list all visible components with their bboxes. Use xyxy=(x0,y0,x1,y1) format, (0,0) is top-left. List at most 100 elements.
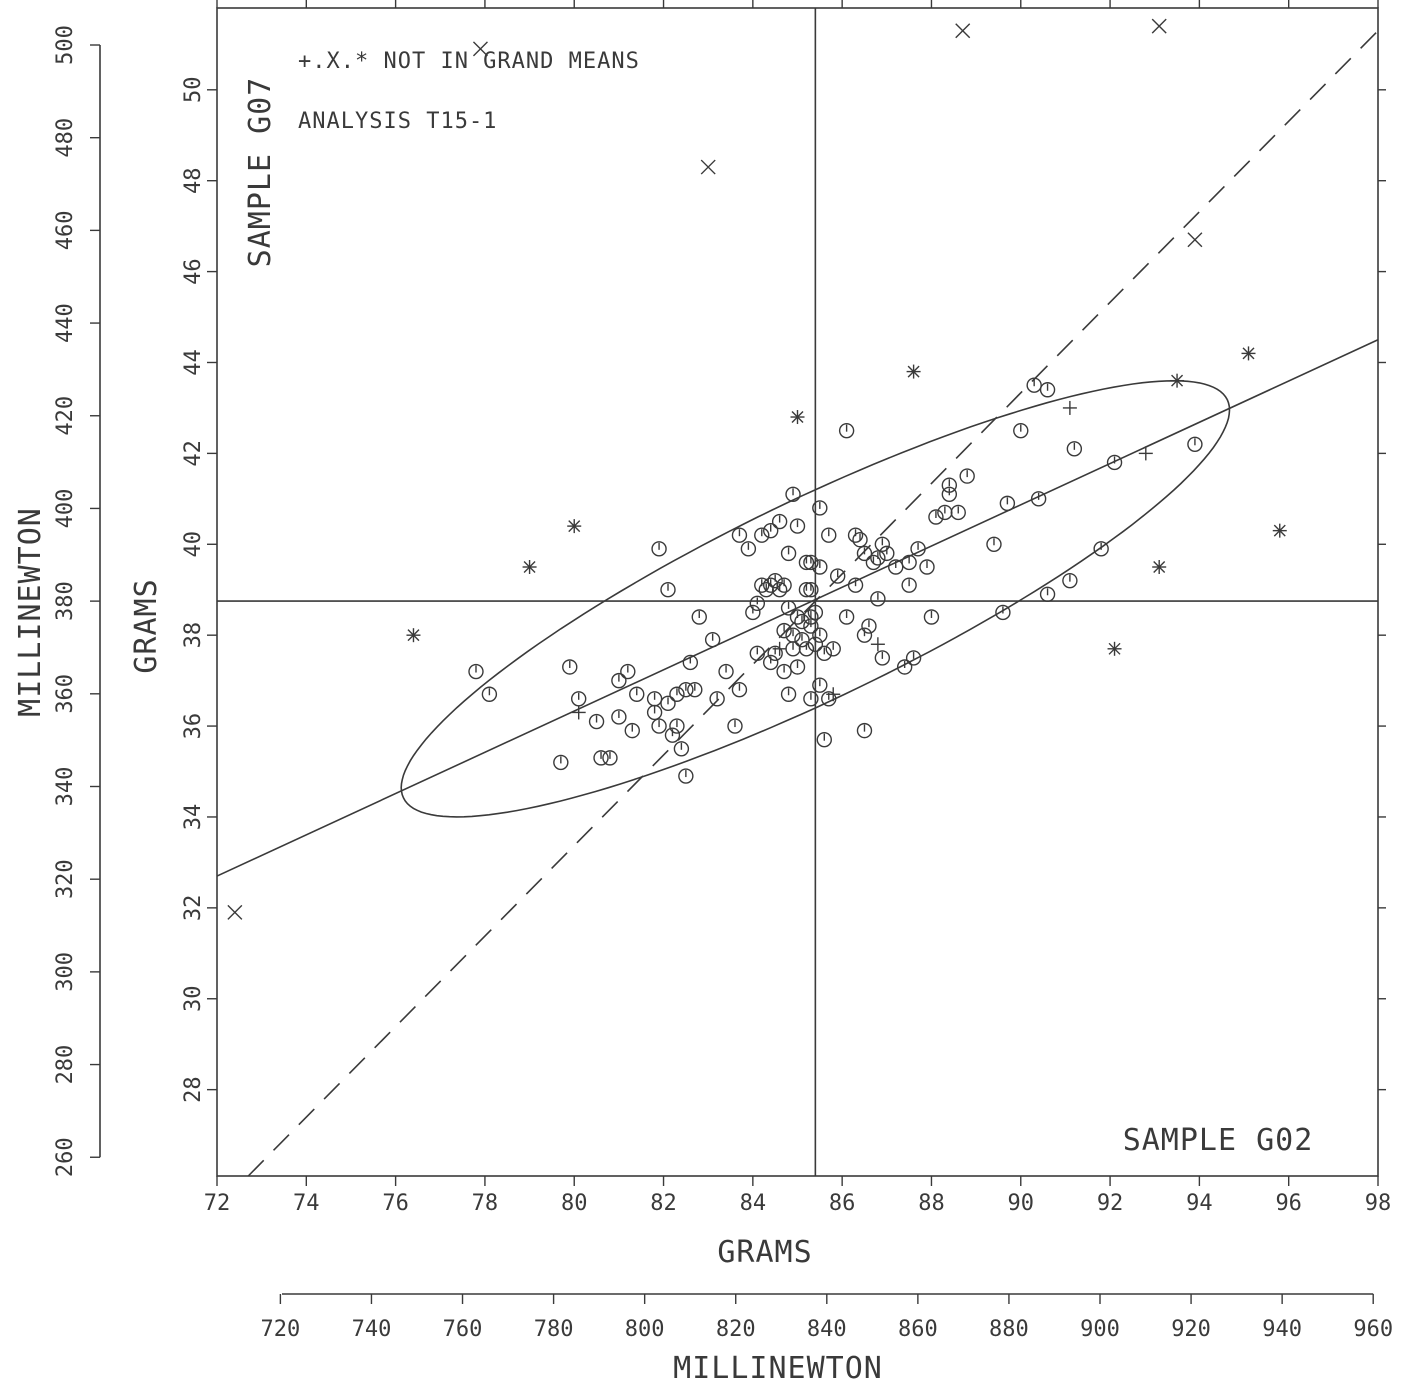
secondary-x-tick-label: 720 xyxy=(261,1317,301,1342)
data-point-circle-ring xyxy=(803,554,819,571)
data-point-circle-ring xyxy=(1013,422,1029,439)
data-point-star xyxy=(406,628,421,643)
data-point-circle xyxy=(776,622,792,639)
data-point-circle xyxy=(794,613,810,630)
data-point-circle xyxy=(812,627,828,643)
data-point-circle xyxy=(704,632,721,648)
data-point-circle xyxy=(771,513,788,530)
x-tick-label: 82 xyxy=(650,1191,677,1216)
data-point-circle-ring xyxy=(995,604,1011,621)
y-tick-label: 46 xyxy=(181,258,206,285)
data-point-circle xyxy=(629,686,645,702)
data-point-circle-ring xyxy=(673,741,690,757)
data-point-circle-ring xyxy=(1187,436,1203,452)
data-point-circle xyxy=(771,582,788,598)
data-point-circle-ring xyxy=(763,654,779,671)
data-point-star xyxy=(906,364,921,379)
secondary-y-tick-label: 280 xyxy=(53,1045,78,1085)
x-b xyxy=(472,41,488,57)
data-point-circle xyxy=(1066,441,1083,457)
data-point-circle xyxy=(562,659,578,675)
data-point-circle xyxy=(874,536,891,552)
data-point-star xyxy=(1272,523,1287,538)
star-d2 xyxy=(1273,524,1286,537)
data-point-circle-ring xyxy=(1106,454,1123,471)
secondary-y-tick-label: 460 xyxy=(53,211,78,251)
data-point-circle-ring xyxy=(807,636,824,652)
data-point-circle xyxy=(763,522,779,539)
secondary-x-tick-label: 960 xyxy=(1353,1317,1393,1342)
secondary-x-tick-label: 740 xyxy=(352,1317,392,1342)
x-tick-label: 72 xyxy=(204,1191,231,1216)
data-point-circle xyxy=(803,691,819,707)
data-point-circle-ring xyxy=(816,645,832,662)
data-point-circle-ring xyxy=(660,695,676,712)
data-point-circle-ring xyxy=(919,559,935,575)
data-point-circle-ring xyxy=(749,645,766,662)
data-point-circle xyxy=(812,500,828,516)
data-point-star xyxy=(567,519,582,534)
y-tick-label: 42 xyxy=(181,440,206,467)
data-point-star xyxy=(1170,373,1185,388)
data-point-circle-ring xyxy=(678,768,694,784)
data-point-circle-ring xyxy=(780,600,797,616)
star-d2 xyxy=(1153,561,1166,573)
data-point-circle xyxy=(611,709,627,725)
secondary-y-tick-label: 500 xyxy=(53,25,78,65)
x-tick-label: 88 xyxy=(918,1191,945,1216)
data-point-circle xyxy=(593,750,609,766)
data-point-circle xyxy=(673,741,690,757)
data-point-plus xyxy=(571,705,586,720)
data-point-circle xyxy=(731,682,748,698)
secondary-x-tick-label: 820 xyxy=(716,1317,756,1342)
x-tick-label: 94 xyxy=(1186,1191,1213,1216)
data-point-circle-ring xyxy=(1039,586,1056,602)
analysis-label: ANALYSIS T15-1 xyxy=(298,109,497,134)
data-point-circle-ring xyxy=(767,572,783,589)
y-tick-label: 34 xyxy=(181,804,206,831)
data-point-circle-ring xyxy=(794,632,810,648)
data-point-circle-ring xyxy=(905,650,922,666)
data-point-circle xyxy=(870,550,886,566)
data-point-circle xyxy=(794,632,810,648)
data-point-circle xyxy=(856,545,873,562)
secondary-x-tick-label: 800 xyxy=(625,1317,665,1342)
data-point-circle-ring xyxy=(646,691,663,707)
data-point-circle xyxy=(669,686,685,702)
data-point-circle-ring xyxy=(798,554,815,571)
data-point-circle-ring xyxy=(682,654,699,671)
data-point-circle-ring xyxy=(611,709,627,725)
data-point-circle xyxy=(776,577,792,593)
data-point-circle-ring xyxy=(789,518,806,534)
data-point-circle xyxy=(691,609,707,625)
data-point-plus xyxy=(1062,400,1077,415)
star-d2 xyxy=(1242,347,1255,360)
data-point-circle-ring xyxy=(749,595,766,612)
data-point-circle-ring xyxy=(718,663,734,680)
data-point-circle xyxy=(798,641,815,657)
data-point-circle xyxy=(709,691,725,707)
data-point-circle xyxy=(646,704,663,721)
data-point-circle-ring xyxy=(669,718,685,734)
secondary-y-tick-label: 260 xyxy=(53,1137,78,1177)
x-b xyxy=(227,904,243,920)
x-b xyxy=(1187,232,1203,248)
secondary-x-tick-label: 760 xyxy=(443,1317,483,1342)
data-point-circle xyxy=(856,722,873,739)
data-point-circle xyxy=(682,654,699,671)
data-point-circle-ring xyxy=(807,604,824,621)
data-point-circle-ring xyxy=(731,527,748,543)
data-point-circle-ring xyxy=(812,627,828,643)
data-point-circle-ring xyxy=(660,582,676,598)
data-point-x xyxy=(955,23,971,39)
data-point-circle-ring xyxy=(879,545,895,562)
data-point-circle-ring xyxy=(910,541,926,557)
data-point-circle xyxy=(646,691,663,707)
star-d2 xyxy=(1108,642,1121,655)
x-tick-label: 92 xyxy=(1097,1191,1124,1216)
secondary-y-tick-label: 300 xyxy=(53,952,78,992)
data-point-circle xyxy=(789,659,806,675)
data-point-circle-ring xyxy=(1062,572,1078,589)
confidence-ellipse xyxy=(400,379,1231,818)
